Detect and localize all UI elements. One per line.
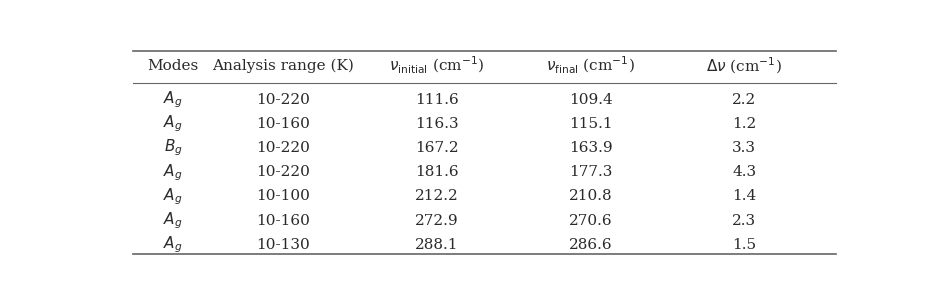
Text: $A_g$: $A_g$ [163, 234, 182, 255]
Text: 4.3: 4.3 [732, 165, 755, 179]
Text: 1.4: 1.4 [732, 189, 755, 203]
Text: 288.1: 288.1 [414, 238, 458, 252]
Text: 10-160: 10-160 [256, 117, 310, 131]
Text: $\Delta\nu$ (cm$^{-1}$): $\Delta\nu$ (cm$^{-1}$) [705, 56, 782, 76]
Text: $B_g$: $B_g$ [163, 138, 182, 158]
Text: 272.9: 272.9 [414, 213, 458, 228]
Text: 1.5: 1.5 [732, 238, 755, 252]
Text: 177.3: 177.3 [568, 165, 612, 179]
Text: Modes: Modes [147, 59, 198, 73]
Text: 115.1: 115.1 [568, 117, 612, 131]
Text: $A_g$: $A_g$ [163, 114, 182, 134]
Text: 111.6: 111.6 [414, 93, 458, 107]
Text: 10-130: 10-130 [256, 238, 310, 252]
Text: 167.2: 167.2 [414, 141, 458, 155]
Text: 212.2: 212.2 [414, 189, 458, 203]
Text: $\nu_{\rm final}$ (cm$^{-1}$): $\nu_{\rm final}$ (cm$^{-1}$) [546, 55, 634, 76]
Text: 163.9: 163.9 [568, 141, 612, 155]
Text: $A_g$: $A_g$ [163, 186, 182, 207]
Text: 181.6: 181.6 [414, 165, 458, 179]
Text: 10-220: 10-220 [256, 141, 310, 155]
Text: 1.2: 1.2 [732, 117, 755, 131]
Text: 270.6: 270.6 [568, 213, 612, 228]
Text: $A_g$: $A_g$ [163, 210, 182, 231]
Text: $\nu_{\rm initial}$ (cm$^{-1}$): $\nu_{\rm initial}$ (cm$^{-1}$) [389, 55, 484, 76]
Text: Analysis range (K): Analysis range (K) [211, 59, 353, 73]
Text: 2.3: 2.3 [732, 213, 755, 228]
Text: 116.3: 116.3 [414, 117, 458, 131]
Text: 10-220: 10-220 [256, 93, 310, 107]
Text: $A_g$: $A_g$ [163, 89, 182, 110]
Text: 10-160: 10-160 [256, 213, 310, 228]
Text: 210.8: 210.8 [568, 189, 612, 203]
Text: 2.2: 2.2 [732, 93, 755, 107]
Text: $A_g$: $A_g$ [163, 162, 182, 183]
Text: 286.6: 286.6 [568, 238, 612, 252]
Text: 10-220: 10-220 [256, 165, 310, 179]
Text: 109.4: 109.4 [568, 93, 612, 107]
Text: 3.3: 3.3 [732, 141, 755, 155]
Text: 10-100: 10-100 [256, 189, 310, 203]
